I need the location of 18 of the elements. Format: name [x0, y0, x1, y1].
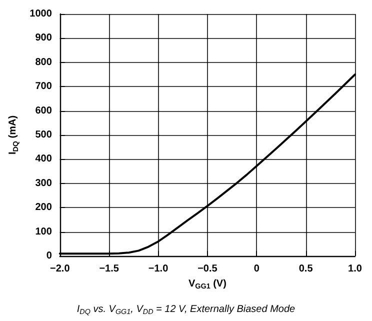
x-tick-label: −0.5	[198, 264, 218, 274]
x-tick-label: −2.0	[50, 264, 70, 274]
y-tick-label: 0	[46, 250, 52, 262]
y-tick-label: 900	[35, 32, 52, 44]
y-tick-label: 500	[35, 130, 52, 140]
x-tick-label: 0.5	[298, 264, 314, 274]
x-tick-label: 0	[254, 264, 260, 274]
y-tick-label: 1000	[30, 8, 52, 20]
y-tick-label: 700	[35, 81, 52, 92]
y-tick-label: 100	[35, 226, 52, 238]
x-tick-label: −1.0	[148, 264, 169, 274]
y-tick-label: 800	[35, 56, 52, 68]
x-tick-label: 1.0	[348, 264, 362, 274]
y-tick-label: 300	[35, 178, 52, 189]
y-tick-label: 600	[35, 105, 52, 116]
x-tick-label: −1.5	[99, 264, 120, 274]
y-tick-label: 400	[35, 154, 52, 165]
y-tick-label: 200	[35, 202, 52, 214]
